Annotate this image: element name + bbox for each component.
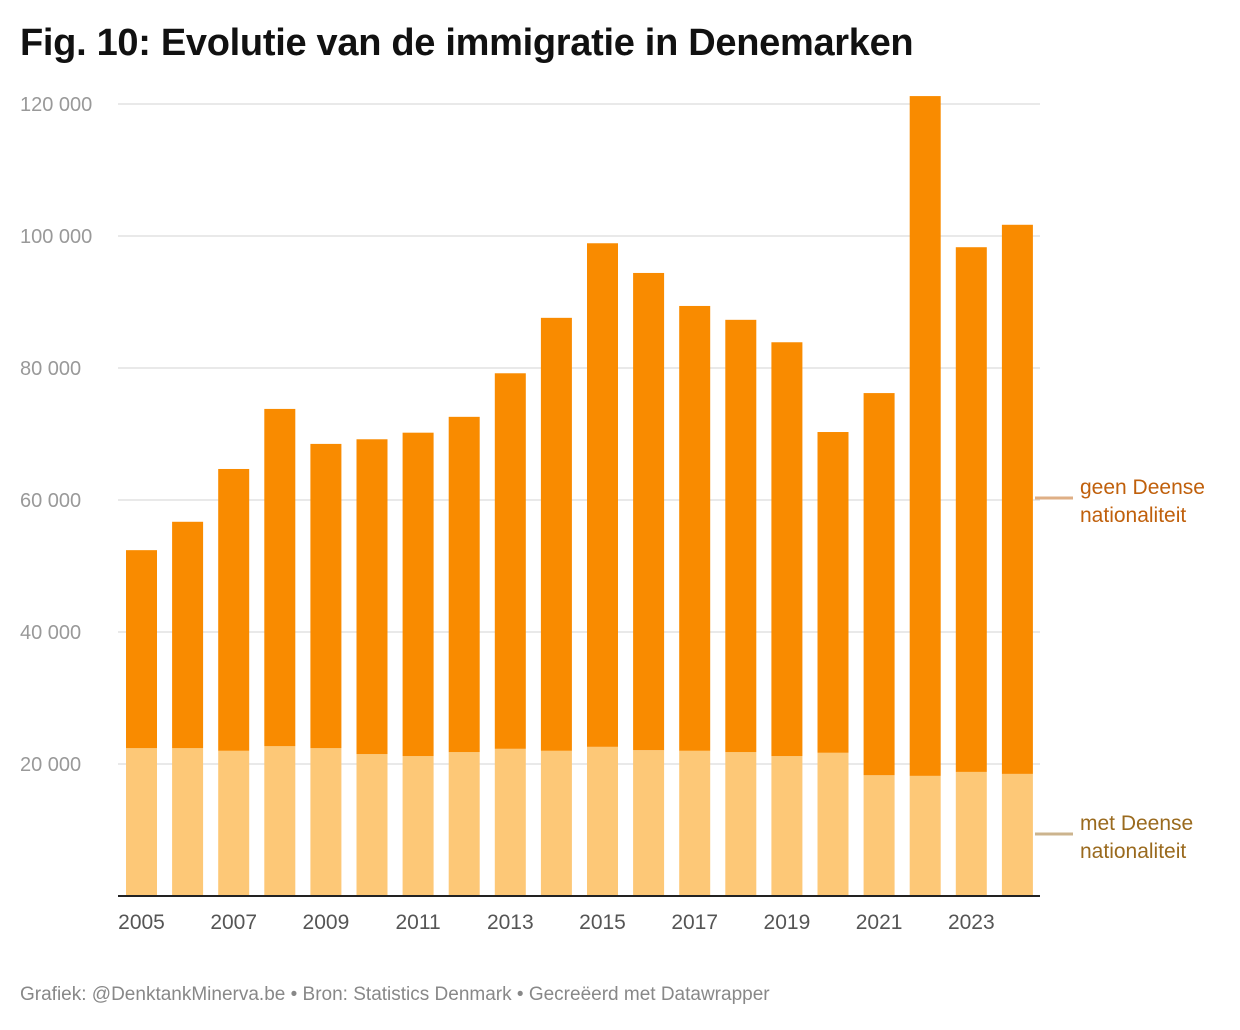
bar-segment	[771, 342, 803, 757]
bar-segment	[679, 750, 711, 896]
bar-segment	[310, 443, 342, 749]
y-tick-label: 100 000	[20, 226, 92, 248]
bar-segment	[725, 752, 757, 896]
bar-segment	[679, 305, 711, 751]
bar-segment	[955, 771, 987, 896]
bar-segment	[863, 775, 895, 896]
y-tick-label: 20 000	[20, 754, 81, 776]
x-tick-label: 2009	[303, 911, 350, 934]
bar-segment	[494, 748, 526, 896]
bar-segment	[264, 408, 296, 747]
bar-segment	[310, 748, 342, 896]
bar-segment	[540, 750, 572, 896]
x-tick-label: 2017	[671, 911, 718, 934]
bar-segment	[448, 416, 480, 753]
x-tick-label: 2007	[210, 911, 257, 934]
bar-segment	[264, 746, 296, 896]
bar-segment	[494, 373, 526, 749]
bar-segment	[633, 750, 665, 896]
chart-title: Fig. 10: Evolutie van de immigratie in D…	[20, 22, 914, 64]
bar-segment	[356, 754, 388, 896]
bar-segment	[955, 247, 987, 772]
bar-segment	[126, 748, 157, 896]
bar-segment	[356, 439, 388, 755]
bar-segment	[1001, 773, 1033, 896]
bar-segment	[1001, 224, 1033, 774]
bar-segment	[218, 750, 250, 896]
bar-segment	[725, 319, 757, 753]
x-tick-label: 2021	[856, 911, 903, 934]
bar-segment	[817, 432, 849, 753]
bar-segment	[402, 756, 434, 896]
legend-label: geen Deense	[1080, 476, 1205, 499]
bar-segment	[587, 243, 618, 747]
bar-segment	[633, 272, 665, 751]
bar-segment	[909, 775, 941, 896]
y-tick-label: 60 000	[20, 490, 81, 512]
y-tick-label: 80 000	[20, 358, 81, 380]
legend-label: nationaliteit	[1080, 504, 1186, 527]
chart-footer: Grafiek: @DenktankMinerva.be • Bron: Sta…	[20, 984, 770, 1005]
bar-segment	[540, 317, 572, 751]
x-tick-label: 2015	[579, 911, 626, 934]
bar-segment	[172, 521, 204, 749]
bar-segment	[402, 432, 434, 757]
bar-segment	[218, 468, 250, 751]
legend-label: nationaliteit	[1080, 840, 1186, 863]
y-tick-label: 40 000	[20, 622, 81, 644]
bar-segment	[817, 752, 849, 896]
x-tick-label: 2005	[118, 911, 165, 934]
x-tick-label: 2023	[948, 911, 995, 934]
bar-segment	[909, 96, 941, 776]
bar-segment	[172, 748, 204, 896]
bar-segment	[448, 752, 480, 896]
x-tick-label: 2019	[764, 911, 811, 934]
bar-segment	[587, 746, 618, 896]
legend-label: met Deense	[1080, 812, 1193, 835]
bar-segment	[771, 756, 803, 896]
bar-segment	[126, 550, 157, 749]
x-tick-label: 2011	[396, 911, 441, 934]
y-tick-label: 120 000	[20, 94, 92, 116]
bar-segment	[863, 393, 895, 776]
x-tick-label: 2013	[487, 911, 534, 934]
